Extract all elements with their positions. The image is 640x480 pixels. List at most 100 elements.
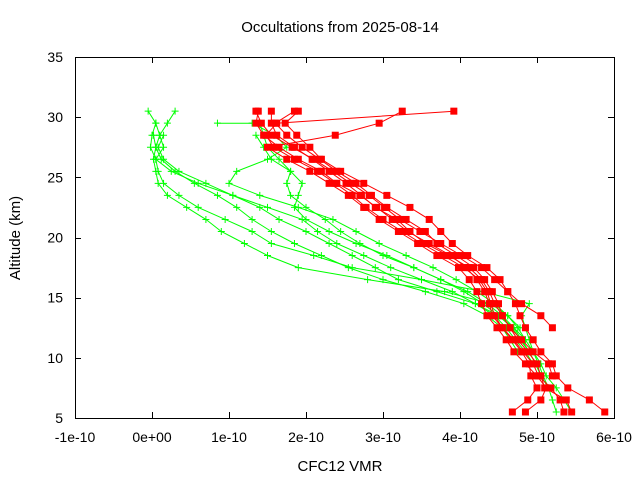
data-point [478, 276, 486, 284]
data-point [518, 348, 526, 356]
data-point [421, 240, 429, 248]
data-point [394, 227, 402, 235]
data-point [287, 191, 295, 199]
data-point [302, 203, 310, 211]
data-point [514, 336, 522, 344]
data-point [388, 215, 396, 223]
data-point [521, 324, 529, 332]
data-point [429, 264, 437, 272]
data-point [348, 191, 356, 199]
data-point [264, 143, 271, 151]
data-point [321, 215, 329, 223]
data-point [270, 143, 278, 151]
data-point [356, 240, 364, 248]
data-point [448, 288, 456, 296]
data-point [585, 396, 593, 404]
data-point [454, 264, 462, 272]
data-point [283, 155, 291, 163]
data-point [601, 408, 609, 416]
data-point [433, 240, 441, 248]
data-point [483, 264, 491, 272]
data-point [275, 155, 283, 163]
data-point [352, 227, 360, 235]
data-point [398, 227, 406, 235]
data-point [485, 288, 493, 296]
data-point [379, 252, 387, 260]
data-point [273, 131, 281, 139]
data-point [352, 179, 360, 187]
data-point [548, 372, 556, 380]
data-point [564, 384, 572, 392]
data-point [152, 119, 160, 127]
data-point [524, 396, 532, 404]
y-tick-label: 35 [47, 49, 63, 65]
data-point [333, 167, 341, 175]
data-point [437, 276, 445, 284]
data-point [465, 264, 473, 272]
data-point [548, 396, 556, 404]
data-point [510, 348, 518, 356]
data-point [360, 252, 368, 260]
data-point [521, 408, 529, 416]
data-point [267, 107, 275, 115]
data-point [394, 276, 402, 284]
data-point [202, 215, 210, 223]
data-point [163, 191, 171, 199]
x-tick-label: 2e-10 [288, 429, 324, 445]
data-point [229, 191, 237, 199]
data-point [568, 408, 576, 416]
data-point [317, 167, 325, 175]
data-point [418, 240, 425, 248]
data-point [310, 155, 318, 163]
data-point [371, 264, 379, 272]
data-point [542, 384, 550, 392]
data-point [371, 203, 379, 211]
data-point [493, 324, 501, 332]
data-point [452, 276, 460, 284]
data-point [275, 215, 283, 223]
data-point [525, 300, 533, 308]
data-point [410, 264, 418, 272]
data-point [502, 336, 510, 344]
data-point [498, 312, 506, 320]
data-point [310, 252, 318, 260]
data-point [317, 252, 325, 260]
series-red [264, 107, 550, 416]
data-point [357, 191, 365, 199]
data-point [306, 167, 314, 175]
data-point [437, 240, 445, 248]
data-point [533, 360, 541, 368]
data-point [325, 179, 333, 187]
data-point [221, 215, 229, 223]
data-point [524, 348, 532, 356]
data-point [160, 155, 168, 163]
data-point [560, 408, 568, 416]
data-point [267, 227, 275, 235]
data-point [547, 384, 555, 392]
data-point [325, 227, 333, 235]
data-point [287, 167, 295, 175]
data-point [257, 119, 265, 127]
data-point [213, 191, 221, 199]
data-point [487, 300, 495, 308]
data-point [496, 276, 504, 284]
data-point [175, 167, 183, 175]
data-point [337, 227, 345, 235]
data-point [529, 348, 537, 356]
data-point [533, 384, 541, 392]
data-point [348, 252, 356, 260]
series-red [252, 107, 568, 416]
data-point [290, 155, 298, 163]
data-point [495, 300, 502, 308]
data-point [398, 107, 406, 115]
data-point [421, 227, 429, 235]
data-point [225, 179, 233, 187]
data-point [314, 167, 322, 175]
data-point [264, 155, 271, 163]
data-point [508, 336, 516, 344]
data-point [375, 119, 383, 127]
data-point [537, 348, 545, 356]
data-point [240, 240, 248, 248]
data-point [342, 179, 350, 187]
data-point [465, 276, 473, 284]
